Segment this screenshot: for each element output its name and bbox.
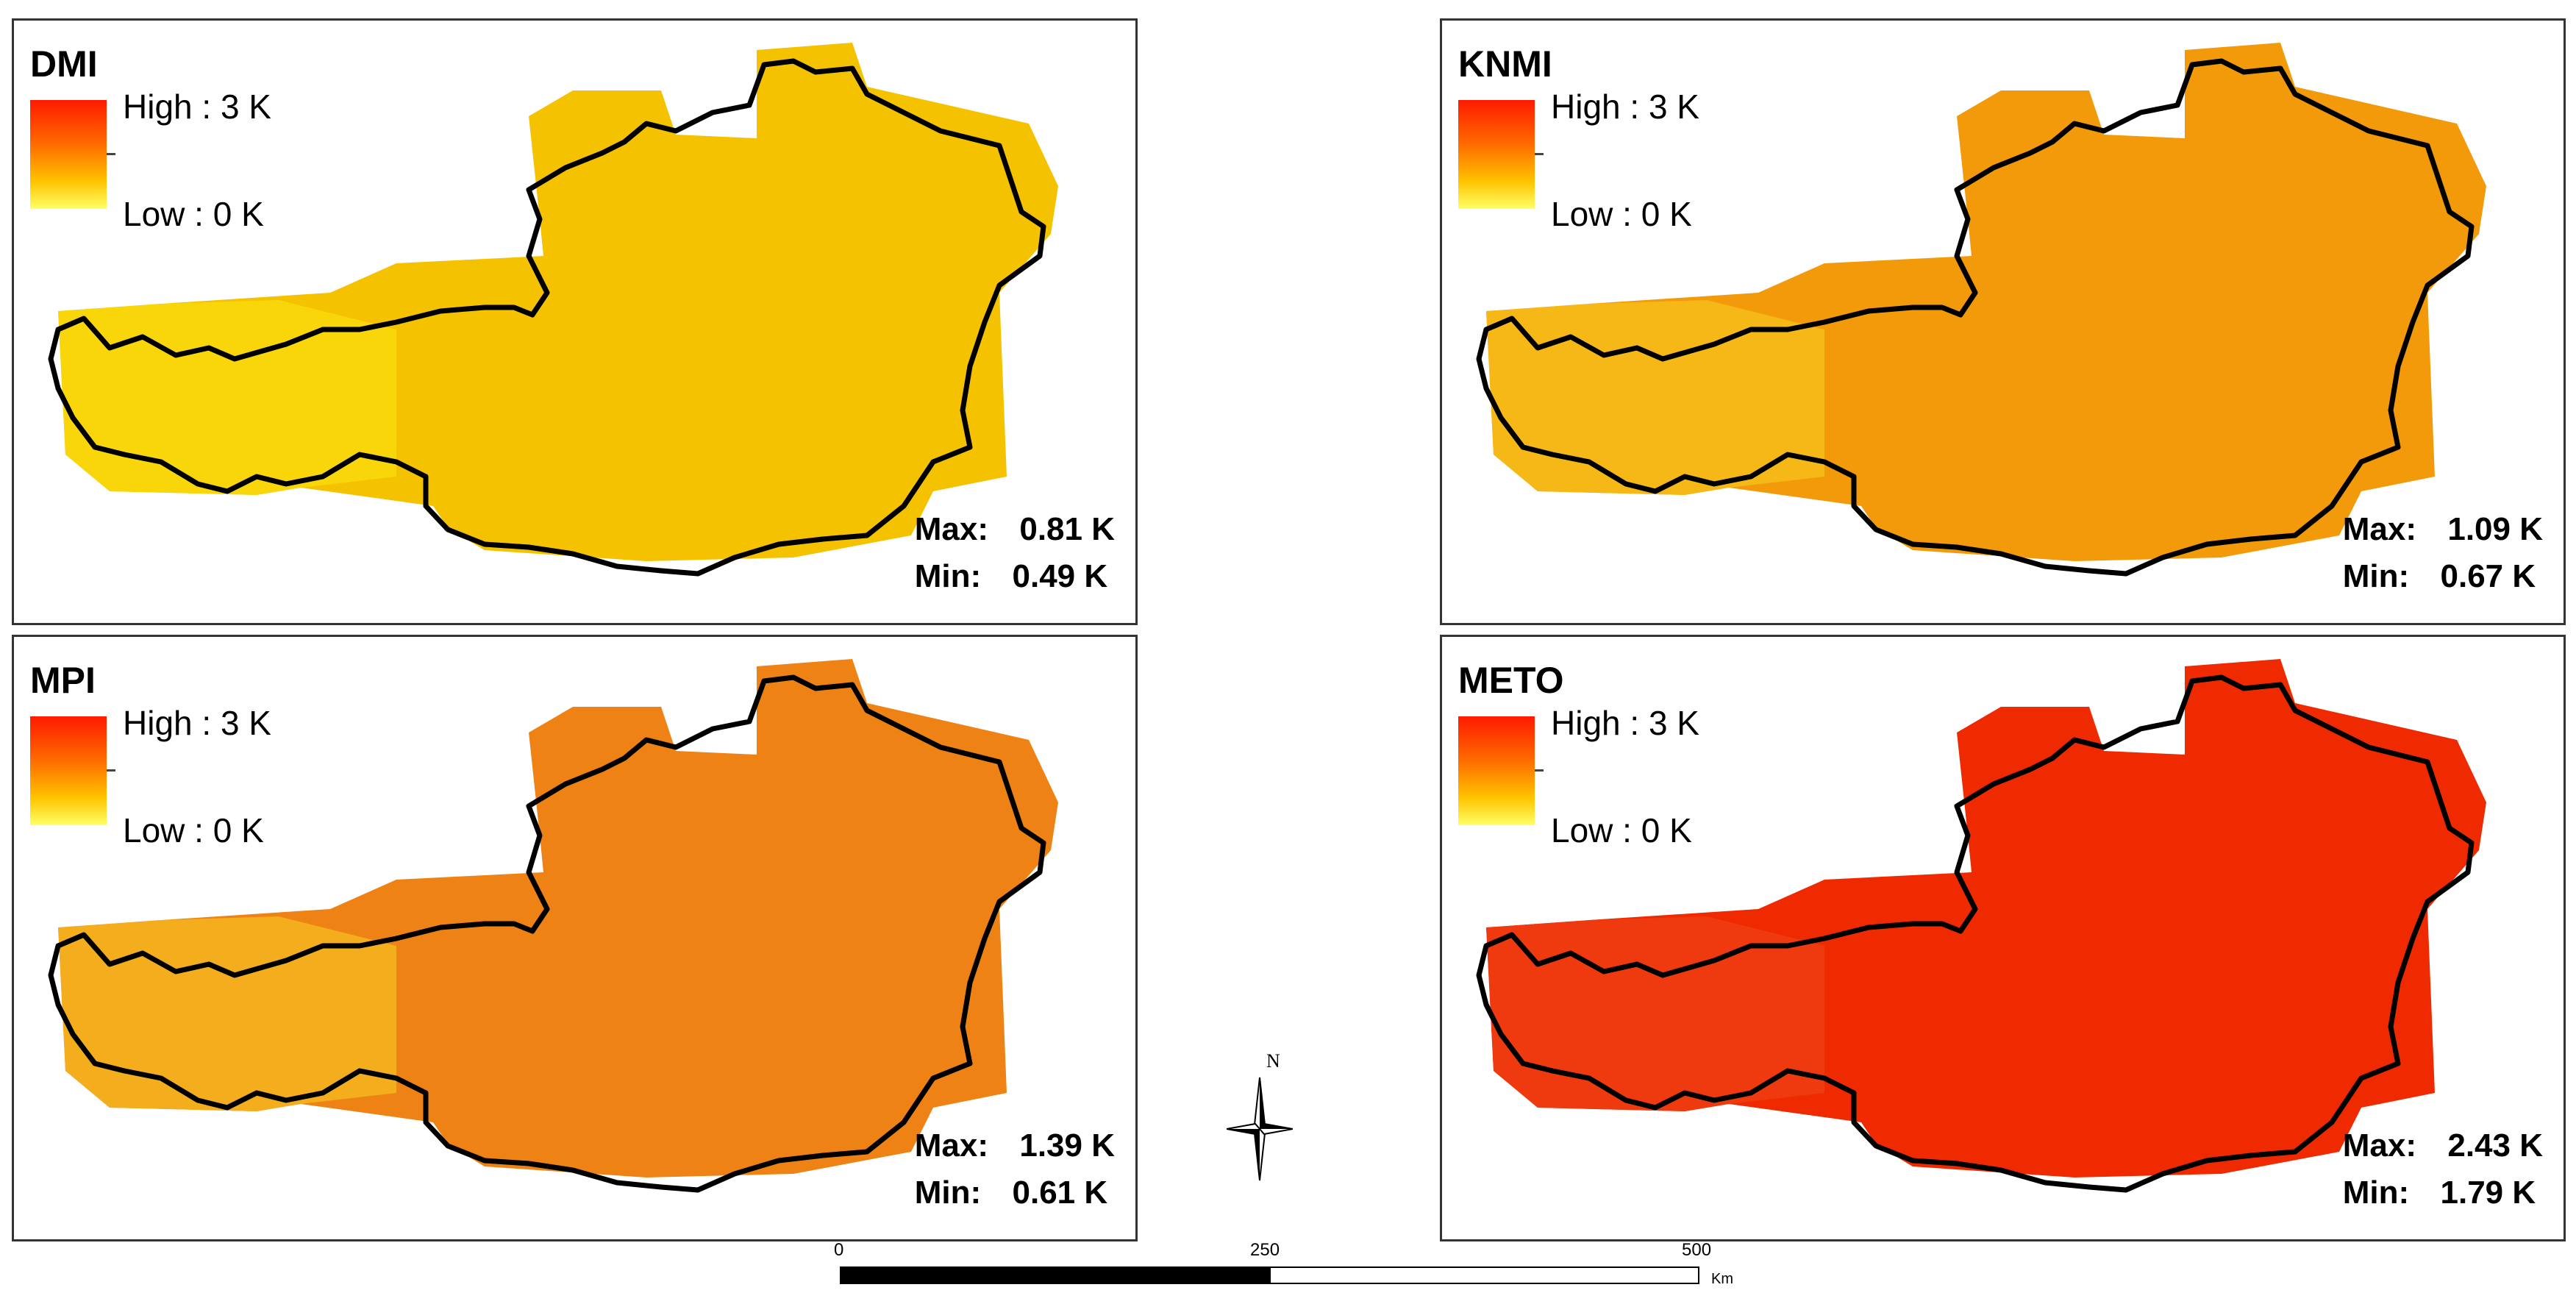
stats-box: Max: 0.81 K Min: 0.49 K xyxy=(915,506,1115,600)
north-label: N xyxy=(1266,1050,1280,1072)
legend-tick xyxy=(1535,153,1544,155)
stats-box: Max: 1.39 K Min: 0.61 K xyxy=(915,1122,1115,1216)
max-value: 2.43 K xyxy=(2447,1127,2543,1164)
legend-low-label: Low : 0 K xyxy=(123,811,264,849)
model-title: MPI xyxy=(30,660,96,701)
scale-tick-500: 500 xyxy=(1682,1240,1712,1260)
scale-tick-0: 0 xyxy=(834,1240,844,1260)
western-tyrol-area xyxy=(58,300,396,495)
legend-tick xyxy=(107,769,115,772)
map-austria-meto xyxy=(1476,659,2486,1193)
north-arrow-icon xyxy=(1227,1077,1293,1181)
max-label: Max: xyxy=(2342,1127,2416,1164)
western-tyrol-area xyxy=(1486,300,1824,495)
min-value: 0.49 K xyxy=(1012,558,1108,594)
max-label: Max: xyxy=(914,511,988,547)
max-label: Max: xyxy=(2342,511,2416,547)
legend-low-label: Low : 0 K xyxy=(123,195,264,233)
legend-low-label: Low : 0 K xyxy=(1551,195,1692,233)
legend-low-label: Low : 0 K xyxy=(1551,811,1692,849)
austria-border xyxy=(48,58,1046,577)
legend-high-label: High : 3 K xyxy=(123,704,271,742)
legend-tick xyxy=(107,153,115,155)
map-austria-dmi xyxy=(48,43,1058,577)
min-value: 1.79 K xyxy=(2440,1175,2536,1211)
legend-high-label: High : 3 K xyxy=(1551,88,1699,126)
scale-bar xyxy=(840,1266,1699,1284)
stat-max: Max: 1.39 K xyxy=(915,1122,1115,1169)
scale-tick-250: 250 xyxy=(1250,1240,1280,1260)
model-title: DMI xyxy=(30,43,98,85)
color-ramp-legend xyxy=(1458,716,1535,825)
color-ramp-legend xyxy=(30,716,107,825)
map-panel-meto: METO High : 3 K Low : 0 K Max: 2.43 K Min… xyxy=(1440,635,2566,1241)
min-label: Min: xyxy=(2342,1175,2410,1211)
min-label: Min: xyxy=(914,558,982,594)
max-label: Max: xyxy=(914,1127,988,1164)
western-tyrol-area xyxy=(1486,916,1824,1111)
austria-border xyxy=(1476,58,2475,577)
model-title: METO xyxy=(1458,660,1564,701)
stat-max: Max: 1.09 K xyxy=(2343,506,2543,553)
color-ramp-legend xyxy=(30,100,107,209)
western-tyrol-area xyxy=(58,916,396,1111)
map-panel-knmi: KNMI High : 3 K Low : 0 K Max: 1.09 K Min… xyxy=(1440,18,2566,625)
map-austria-knmi xyxy=(1476,43,2486,577)
min-label: Min: xyxy=(2342,558,2410,594)
color-ramp-legend xyxy=(1458,100,1535,209)
scale-unit: Km xyxy=(1711,1271,1733,1287)
map-austria-mpi xyxy=(48,659,1058,1193)
map-panel-dmi: DMI High : 3 K Low : 0 K Max: 0.81 K Min:… xyxy=(12,18,1138,625)
legend-tick xyxy=(1535,769,1544,772)
min-label: Min: xyxy=(914,1175,982,1211)
max-value: 0.81 K xyxy=(1019,511,1115,547)
stat-min: Min: 0.61 K xyxy=(915,1169,1115,1216)
stats-box: Max: 2.43 K Min: 1.79 K xyxy=(2343,1122,2543,1216)
stat-max: Max: 2.43 K xyxy=(2343,1122,2543,1169)
austria-border xyxy=(48,674,1046,1193)
stat-min: Min: 1.79 K xyxy=(2343,1169,2543,1216)
austria-border xyxy=(1476,674,2475,1193)
stat-min: Min: 0.67 K xyxy=(2343,553,2543,600)
legend-high-label: High : 3 K xyxy=(123,88,271,126)
max-value: 1.09 K xyxy=(2447,511,2543,547)
model-title: KNMI xyxy=(1458,43,1552,85)
min-value: 0.67 K xyxy=(2440,558,2536,594)
stat-min: Min: 0.49 K xyxy=(915,553,1115,600)
stats-box: Max: 1.09 K Min: 0.67 K xyxy=(2343,506,2543,600)
legend-high-label: High : 3 K xyxy=(1551,704,1699,742)
max-value: 1.39 K xyxy=(1019,1127,1115,1164)
map-panel-mpi: MPI High : 3 K Low : 0 K Max: 1.39 K Min:… xyxy=(12,635,1138,1241)
min-value: 0.61 K xyxy=(1012,1175,1108,1211)
stat-max: Max: 0.81 K xyxy=(915,506,1115,553)
